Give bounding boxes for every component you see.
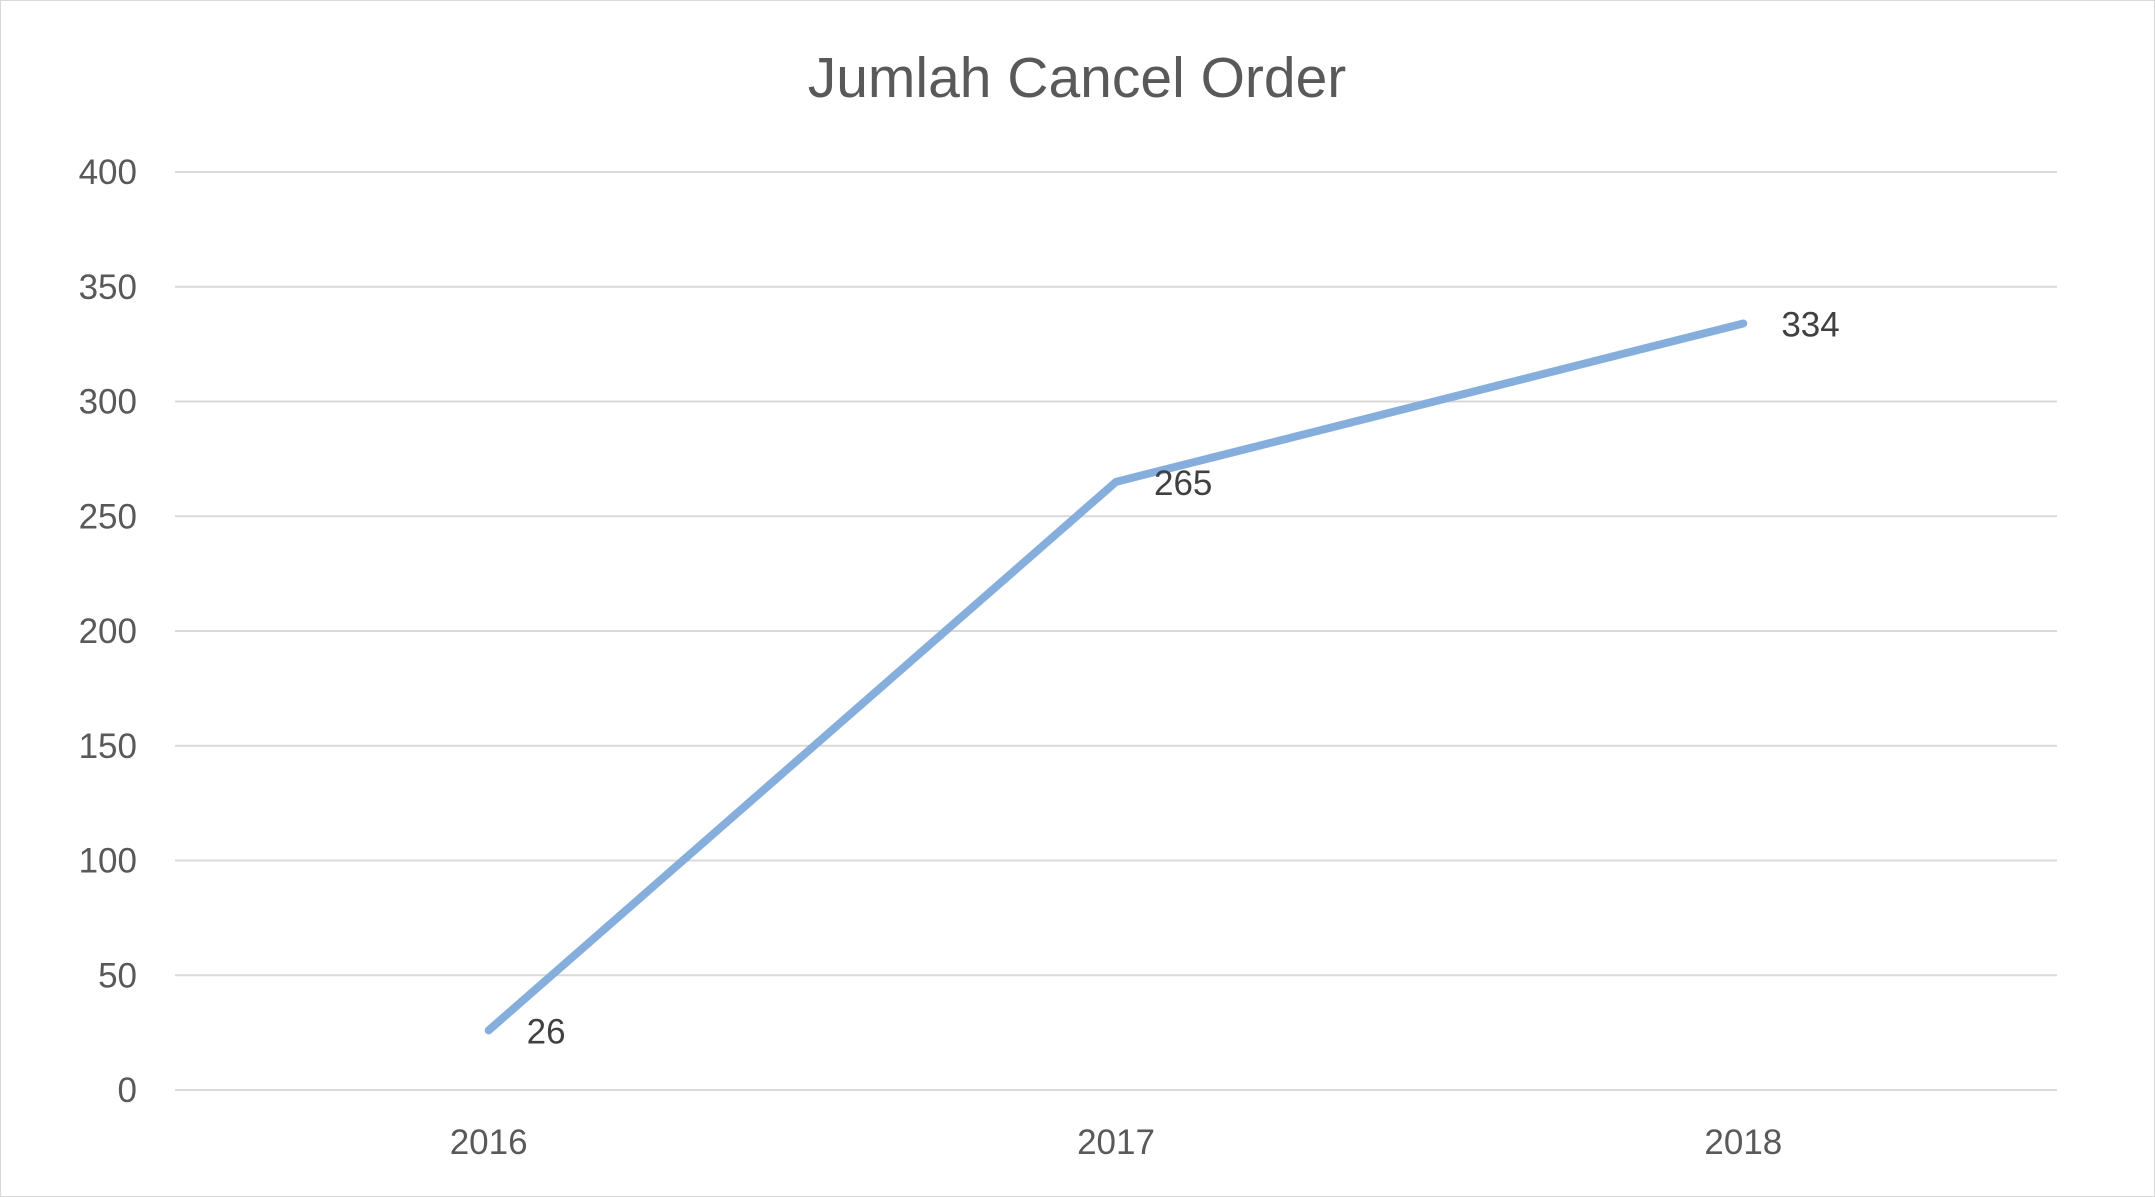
data-label: 26 xyxy=(527,1012,566,1051)
y-tick-label: 350 xyxy=(79,268,137,307)
y-tick-label: 150 xyxy=(79,727,137,766)
x-axis-tick-labels: 2016 2017 2018 xyxy=(450,1123,1783,1162)
x-tick-label: 2017 xyxy=(1077,1123,1155,1162)
y-tick-label: 400 xyxy=(79,153,137,192)
y-axis-tick-labels: 0 50 100 150 200 250 300 350 400 xyxy=(79,153,137,1110)
y-tick-label: 100 xyxy=(79,842,137,881)
y-tick-label: 300 xyxy=(79,383,137,422)
y-tick-label: 250 xyxy=(79,497,137,536)
x-tick-label: 2016 xyxy=(450,1123,528,1162)
x-tick-label: 2018 xyxy=(1704,1123,1782,1162)
data-labels: 26 265 334 xyxy=(527,305,1840,1051)
y-tick-label: 0 xyxy=(118,1071,137,1110)
series-line xyxy=(484,319,1748,1035)
gridlines xyxy=(175,171,2057,1091)
series-layer xyxy=(484,319,1748,1035)
data-label: 265 xyxy=(1154,464,1212,503)
data-label: 334 xyxy=(1781,305,1839,344)
y-tick-label: 50 xyxy=(98,956,137,995)
chart-title: Jumlah Cancel Order xyxy=(808,46,1347,110)
y-tick-label: 200 xyxy=(79,612,137,651)
